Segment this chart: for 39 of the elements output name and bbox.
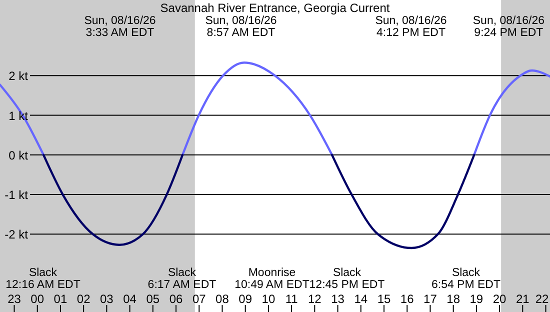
x-tick-label: 06 [169,292,184,306]
chart-title: Savannah River Entrance, Georgia Current [160,1,390,15]
annotation: Slack 12:45 PM EDT [309,267,385,291]
x-tick-label: 13 [331,292,345,306]
x-tick-label: 04 [123,292,137,306]
x-tick-label: 15 [377,292,391,306]
x-tick-label: 01 [54,292,68,306]
annotation: Moonrise 10:49 AM EDT [234,267,310,291]
x-tick-label: 18 [446,292,460,306]
x-tick-label: 23 [8,292,22,306]
x-tick-label: 00 [30,292,44,306]
x-tick-label: 08 [216,292,230,306]
y-tick-label: 0 kt [8,148,29,162]
x-tick-label: 14 [354,292,368,306]
y-tick-label: 1 kt [8,108,29,123]
x-tick-label: 05 [146,292,160,306]
annotation: Slack 6:17 AM EDT [148,267,216,291]
x-tick-label: 02 [76,292,91,306]
annotation: Sun, 08/16/26 8:57 AM EDT [205,15,277,39]
x-tick-label: 16 [400,292,414,306]
x-tick-label: 07 [192,292,206,306]
x-tick-label: 11 [285,292,298,306]
x-tick-label: 10 [262,292,276,306]
x-tick-label: 22 [535,292,549,306]
x-tick-label: 21 [516,292,530,306]
y-tick-label: -1 kt [4,188,29,202]
x-tick-label: 12 [308,292,322,306]
annotation: Sun, 08/16/26 3:33 AM EDT [84,15,156,39]
y-tick-label: 2 kt [8,69,29,84]
x-tick-label: 19 [470,292,484,306]
y-tick-label: -2 kt [4,228,29,242]
x-tick-label: 20 [492,292,507,306]
annotation: Sun, 08/16/26 4:12 PM EDT [375,15,447,39]
x-tick-label: 09 [238,292,252,306]
annotation: Slack 6:54 PM EDT [431,267,501,291]
annotation: Sun, 08/16/26 9:24 PM EDT [472,15,545,39]
annotation: Slack 12:16 AM EDT [6,267,80,291]
x-tick-label: 03 [100,292,114,306]
x-tick-label: 17 [424,292,438,306]
